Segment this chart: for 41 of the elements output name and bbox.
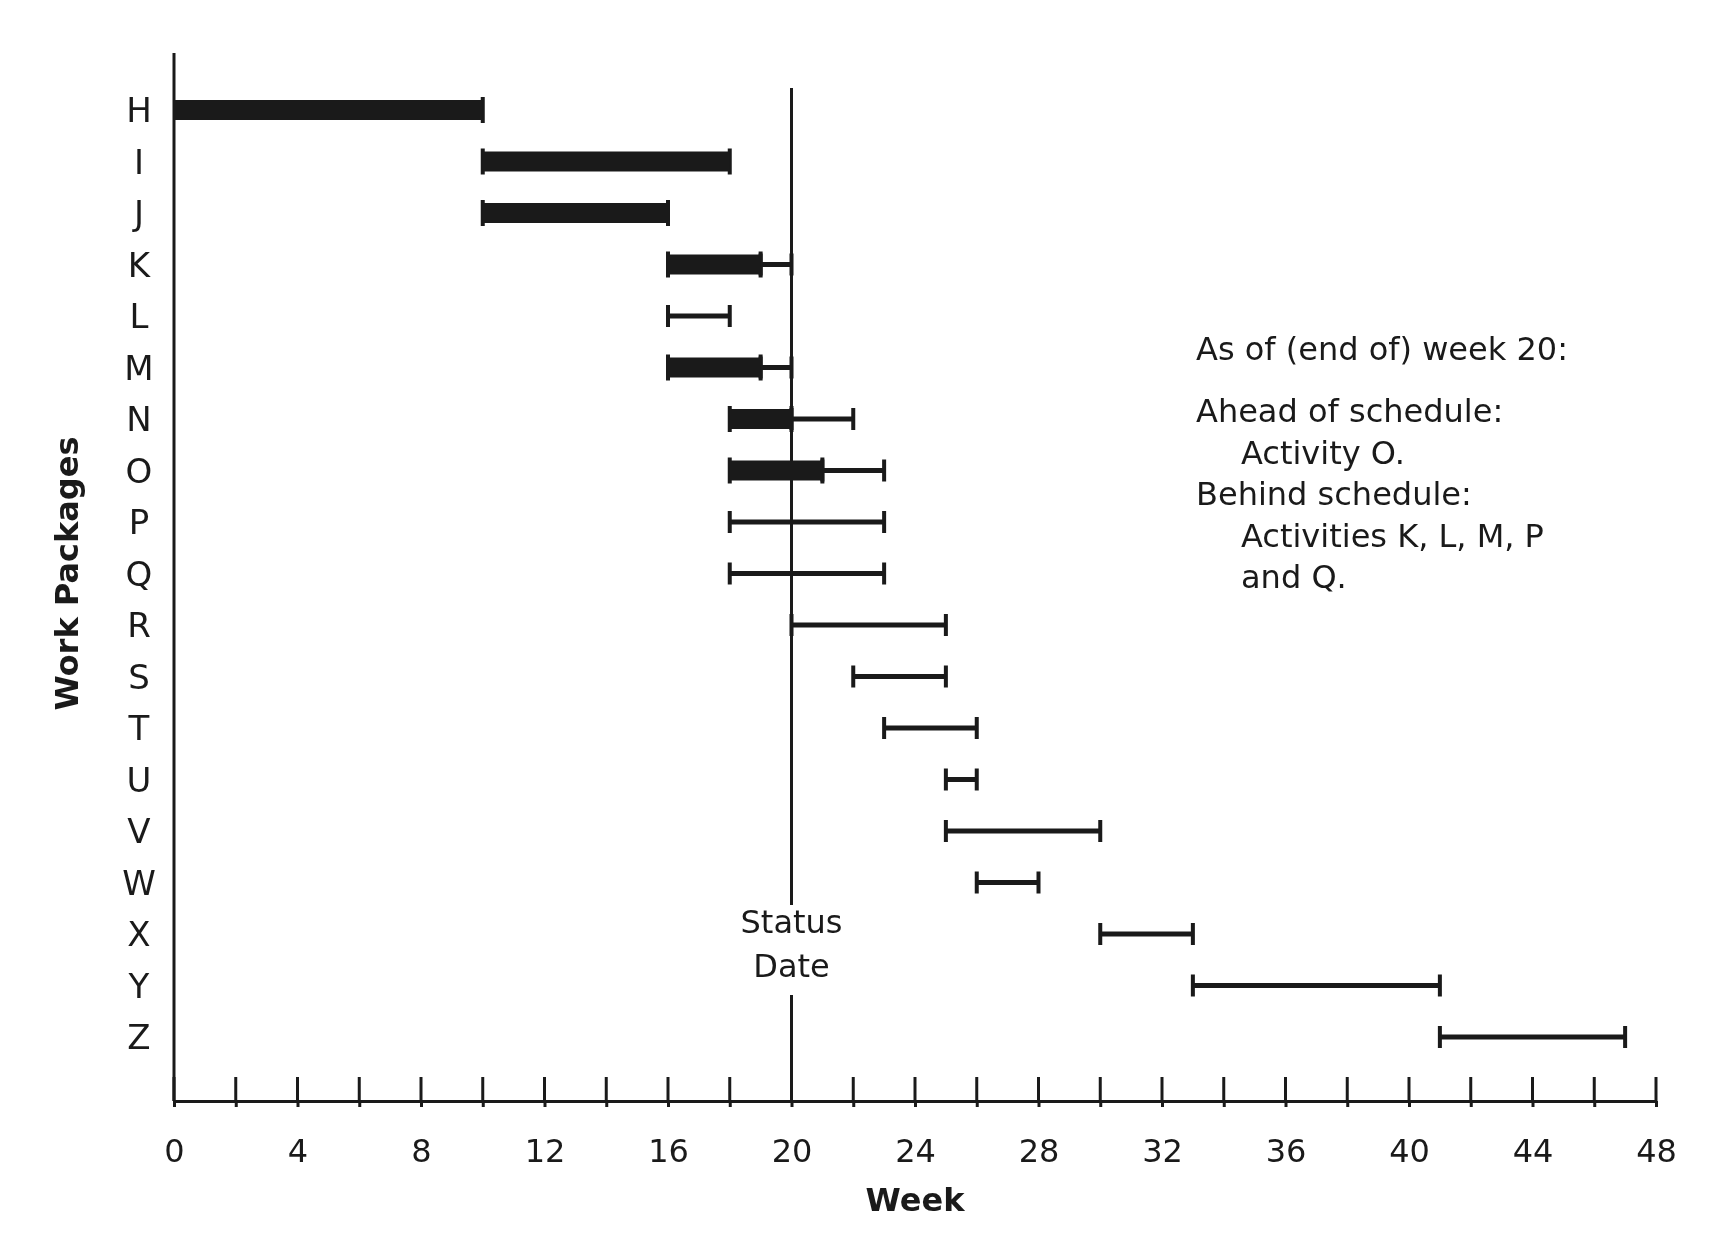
x-tick-label: 24 (895, 1131, 936, 1170)
y-tick-label: S (128, 656, 150, 697)
y-axis-title: Work Packages (48, 436, 86, 711)
y-tick-label: Y (127, 965, 150, 1006)
y-tick-label: L (129, 296, 149, 336)
annotation: As of (end of) week 20: (1196, 330, 1568, 368)
y-tick-label: P (128, 502, 150, 542)
x-tick-label: 44 (1512, 1131, 1554, 1170)
y-tick-label: U (126, 759, 152, 800)
y-tick-label: X (127, 914, 151, 954)
y-tick-label: O (125, 450, 153, 491)
x-tick-label: 28 (1018, 1131, 1060, 1170)
annotation: Behind schedule: (1196, 475, 1472, 513)
y-tick-label: K (127, 244, 152, 285)
y-tick-label: J (131, 193, 145, 233)
x-tick-label: 12 (524, 1131, 566, 1170)
x-axis-title: Week (865, 1181, 966, 1219)
y-tick-label: M (124, 347, 154, 388)
y-tick-label: R (127, 605, 151, 645)
annotation: Activities K, L, M, P (1241, 516, 1544, 555)
ref-line-label: Status Date (740, 903, 843, 985)
y-tick-label: T (127, 708, 150, 748)
x-tick-label: 48 (1636, 1131, 1677, 1170)
x-tick-label: 36 (1265, 1131, 1307, 1170)
y-tick-label: Q (125, 553, 153, 594)
x-tick-label: 40 (1389, 1131, 1430, 1170)
y-tick-label: N (126, 399, 152, 439)
x-tick-label: 0 (164, 1131, 185, 1170)
x-tick-label: 4 (287, 1131, 309, 1170)
annotation: Ahead of schedule: (1196, 392, 1504, 430)
annotation: Activity O. (1241, 433, 1405, 472)
y-tick-label: W (122, 862, 156, 903)
x-tick-label: 8 (411, 1131, 432, 1170)
annotation: and Q. (1241, 558, 1347, 596)
x-tick-label: 32 (1142, 1131, 1183, 1170)
y-tick-label: V (127, 811, 151, 851)
x-tick-label: 20 (771, 1131, 813, 1170)
y-tick-label: H (126, 90, 152, 130)
y-tick-label: Z (127, 1017, 151, 1057)
y-tick-label: I (133, 141, 145, 182)
x-tick-label: 16 (648, 1131, 689, 1170)
